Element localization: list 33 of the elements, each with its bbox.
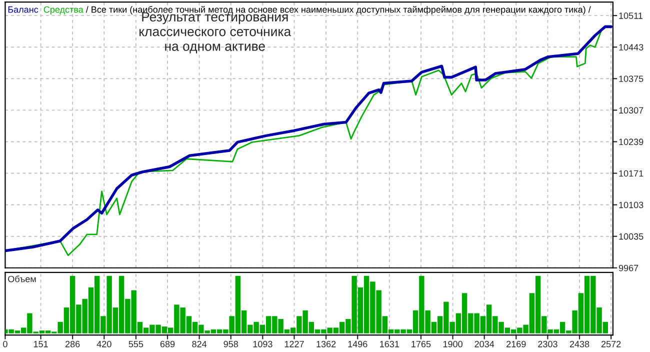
y-tick-label: 10239 bbox=[619, 138, 644, 146]
y-tick-label: 10443 bbox=[619, 44, 644, 50]
chart-title: Объем bbox=[8, 276, 36, 282]
x-tick-label: 1362 bbox=[316, 340, 336, 348]
y-tick-label: 10103 bbox=[619, 202, 644, 208]
x-tick-label: 1631 bbox=[380, 340, 400, 348]
x-tick-label: 1227 bbox=[284, 340, 304, 348]
x-tick-label: 555 bbox=[128, 340, 144, 348]
x-tick-label: 2034 bbox=[474, 340, 494, 348]
x-tick-label: 2438 bbox=[570, 340, 590, 348]
y-tick-label: 9967 bbox=[618, 264, 638, 272]
x-tick-label: 689 bbox=[160, 340, 175, 348]
x-tick-label: 2303 bbox=[538, 340, 558, 348]
x-tick-label: 1093 bbox=[253, 340, 272, 348]
x-tick-label: 0 bbox=[3, 340, 8, 348]
x-tick-label: 1496 bbox=[348, 340, 368, 348]
x-tick-label: 958 bbox=[224, 340, 238, 348]
y-tick-label: 10035 bbox=[619, 233, 644, 240]
text: Средства bbox=[44, 6, 84, 15]
x-tick-label: 286 bbox=[65, 340, 80, 348]
x-tick-label: 151 bbox=[34, 340, 48, 348]
chart-subtitle: / Все тики (наиболее точный метод на основе всех наименьших доступных таймфреймов для генерации каждого тика) / bbox=[86, 6, 591, 15]
y-tick-label: 10307 bbox=[619, 107, 644, 114]
x-tick-label: 2572 bbox=[601, 340, 621, 348]
y-tick-label: 10375 bbox=[619, 76, 644, 82]
x-tick-label: 1765 bbox=[412, 340, 431, 348]
x-tick-label: 420 bbox=[96, 340, 112, 348]
x-tick-label: 824 bbox=[192, 340, 207, 348]
y-tick-label: 10511 bbox=[619, 12, 643, 19]
x-tick-label: 1900 bbox=[443, 340, 462, 348]
text: Баланс bbox=[8, 6, 38, 13]
x-tick-label: 2169 bbox=[506, 340, 526, 348]
y-tick-label: 10171 bbox=[619, 170, 644, 177]
